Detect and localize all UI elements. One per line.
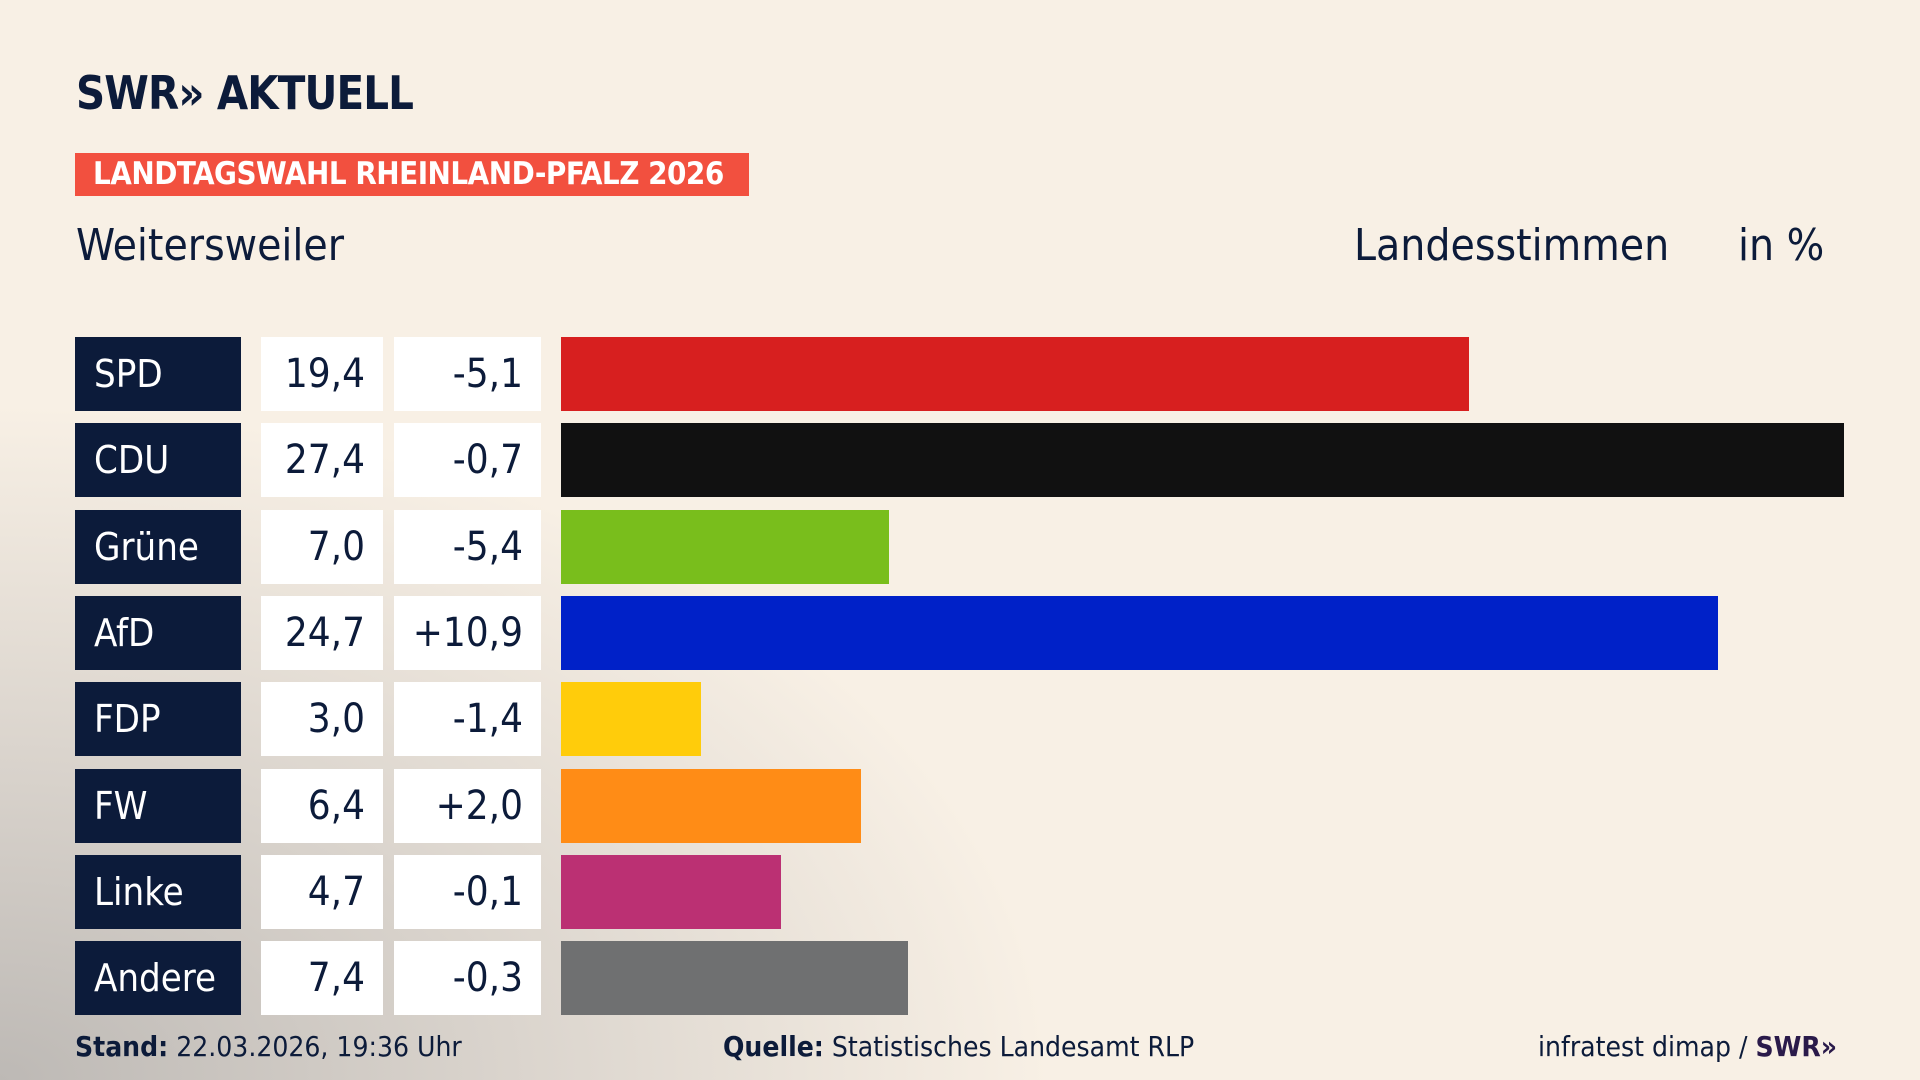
swr-aktuell-logo: SWR» AKTUELL — [76, 66, 414, 120]
stand-label: Stand: — [75, 1030, 169, 1063]
source-value: Statistisches Landesamt RLP — [831, 1030, 1195, 1063]
change-label: -0,7 — [394, 423, 541, 498]
change-label: -1,4 — [394, 682, 541, 757]
party-label: CDU — [75, 423, 241, 498]
swr-small-logo: SWR» — [1755, 1030, 1838, 1063]
party-label: AfD — [75, 595, 241, 670]
party-label: SPD — [75, 337, 241, 411]
change-label: +2,0 — [394, 768, 541, 843]
unit-label: in % — [1738, 220, 1825, 271]
bar-spd — [561, 337, 1470, 411]
party-label: Andere — [75, 941, 241, 1016]
bar-linke — [561, 854, 782, 929]
credit-text: infratest dimap / — [1538, 1030, 1748, 1063]
change-label: +10,9 — [394, 595, 541, 670]
party-label: Grüne — [75, 509, 241, 584]
value-label: 19,4 — [261, 337, 383, 411]
value-label: 24,7 — [261, 595, 383, 670]
value-label: 4,7 — [261, 854, 383, 929]
value-label: 27,4 — [261, 423, 383, 498]
change-label: -5,1 — [394, 337, 541, 411]
election-banner: LANDTAGSWAHL RHEINLAND-PFALZ 2026 — [75, 153, 749, 196]
credit: infratest dimap / SWR» — [1538, 1030, 1837, 1063]
bar-afd — [561, 595, 1718, 670]
bar-fw — [561, 768, 861, 843]
source: Quelle: Statistisches Landesamt RLP — [723, 1030, 1194, 1063]
bar-andere — [561, 941, 908, 1016]
change-label: -0,1 — [394, 854, 541, 929]
source-label: Quelle: — [723, 1030, 824, 1063]
value-label: 7,4 — [261, 941, 383, 1016]
party-label: Linke — [75, 854, 241, 929]
bar-fdp — [561, 682, 702, 757]
place-title: Weitersweiler — [76, 220, 345, 271]
timestamp: Stand: 22.03.2026, 19:36 Uhr — [75, 1030, 462, 1063]
change-label: -5,4 — [394, 509, 541, 584]
value-label: 6,4 — [261, 768, 383, 843]
bar-grüne — [561, 509, 889, 584]
change-label: -0,3 — [394, 941, 541, 1016]
value-label: 7,0 — [261, 509, 383, 584]
party-label: FDP — [75, 682, 241, 757]
stand-value: 22.03.2026, 19:36 Uhr — [176, 1030, 462, 1063]
measure-label: Landesstimmen — [1354, 220, 1670, 271]
bar-cdu — [561, 423, 1844, 498]
value-label: 3,0 — [261, 682, 383, 757]
party-label: FW — [75, 768, 241, 843]
